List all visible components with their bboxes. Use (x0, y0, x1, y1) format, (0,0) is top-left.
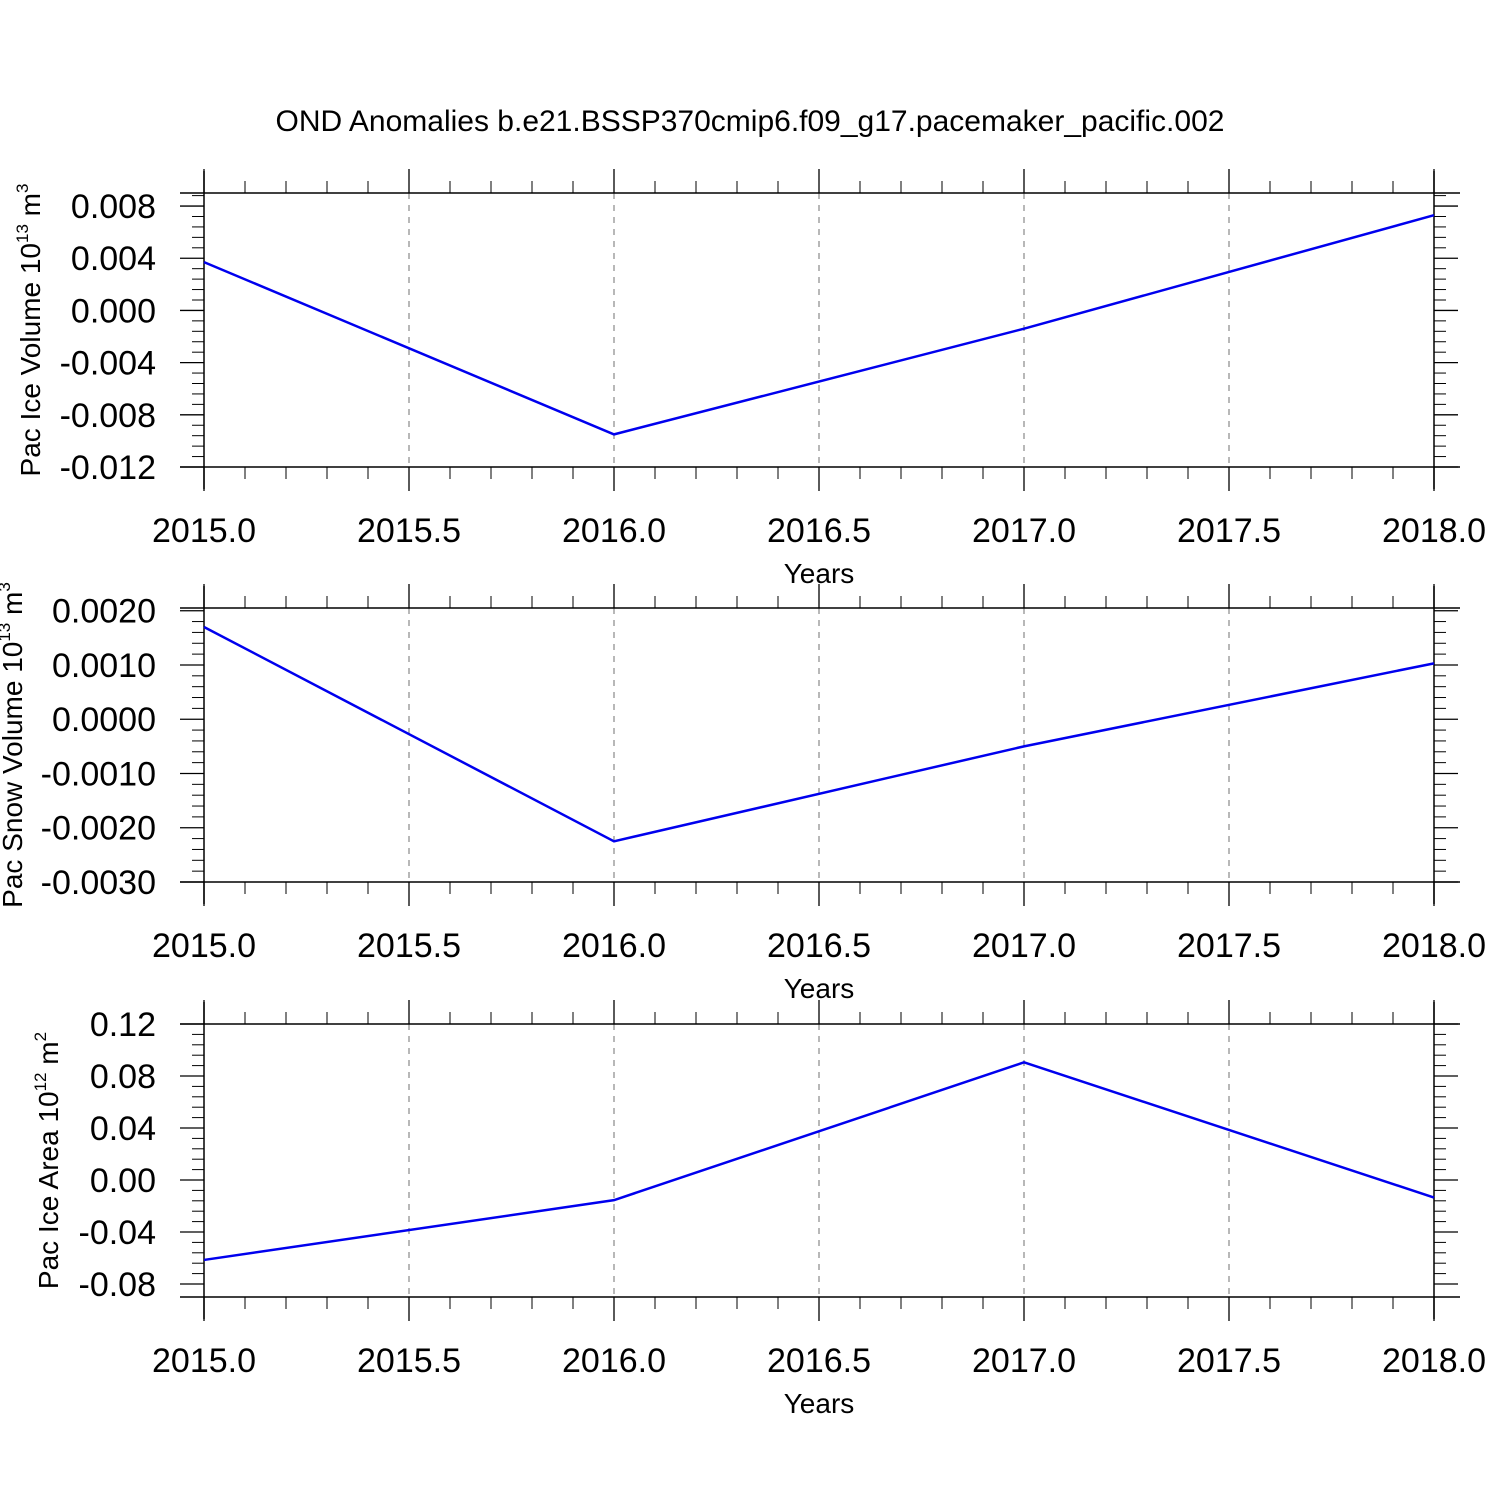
y-tick-label: 0.0020 (52, 593, 156, 631)
x-tick-label: 2015.5 (357, 512, 461, 550)
x-tick-label: 2016.5 (767, 1342, 871, 1380)
y-tick-label: 0.0000 (52, 701, 156, 739)
y-axis-label-text: Pac Snow Volume 10 (0, 642, 28, 908)
x-tick-label: 2016.0 (562, 927, 666, 965)
x-tick-label: 2015.5 (357, 927, 461, 965)
x-tick-label: 2018.0 (1382, 927, 1486, 965)
x-tick-label: 2016.0 (562, 512, 666, 550)
y-tick-label: -0.08 (79, 1266, 157, 1304)
x-tick-label: 2017.5 (1177, 1342, 1281, 1380)
x-tick-label: 2015.0 (152, 927, 256, 965)
x-axis-label: Years (784, 1388, 855, 1419)
x-tick-label: 2017.0 (972, 512, 1076, 550)
y-tick-label: -0.004 (60, 345, 156, 383)
y-axis-label-unit-exponent: 3 (0, 582, 14, 591)
x-tick-label: 2016.0 (562, 1342, 666, 1380)
y-tick-label: 0.04 (90, 1110, 156, 1148)
x-tick-label: 2015.5 (357, 1342, 461, 1380)
y-axis-label-exponent: 13 (13, 224, 32, 243)
y-tick-label: -0.0030 (41, 864, 156, 902)
y-tick-label: 0.004 (71, 240, 156, 278)
y-tick-label: -0.012 (60, 449, 156, 487)
y-axis-label-unit-exponent: 2 (31, 1032, 50, 1041)
y-tick-label: -0.0010 (41, 755, 156, 793)
y-axis-label-unit-exponent: 3 (13, 184, 32, 193)
x-tick-label: 2017.0 (972, 1342, 1076, 1380)
y-axis-label-unit: m (0, 592, 28, 623)
y-tick-label: 0.00 (90, 1162, 156, 1200)
y-tick-label: 0.08 (90, 1058, 156, 1096)
chart-panel-3: 0.12 0.08 0.04 0.00 -0.04 -0.08 2015.0 2015.5 20… (31, 1000, 1486, 1419)
y-tick-label: 0.12 (90, 1006, 156, 1044)
chart-panel-2: 0.0020 0.0010 0.0000 -0.0010 -0.0020 -0.0030 2… (0, 582, 1486, 1004)
figure-title: OND Anomalies b.e21.BSSP370cmip6.f09_g17… (276, 105, 1225, 138)
series-line (203, 625, 1435, 843)
y-axis-label-text: Pac Ice Area 10 (33, 1091, 64, 1289)
y-tick-label: -0.0020 (41, 810, 156, 848)
y-axis-label-exponent: 13 (0, 623, 14, 642)
x-tick-label: 2015.0 (152, 1342, 256, 1380)
y-tick-label: -0.04 (79, 1214, 157, 1252)
y-axis-label: Pac Ice Area 1012 m2 (31, 1032, 64, 1289)
x-tick-label: 2016.5 (767, 512, 871, 550)
series-line (203, 213, 1435, 436)
x-axis-label: Years (784, 558, 855, 589)
y-tick-label: 0.008 (71, 188, 156, 226)
series-line (203, 1061, 1435, 1262)
y-axis-label: Pac Snow Volume 1013 m3 (0, 582, 28, 908)
y-tick-label: 0.0010 (52, 647, 156, 685)
y-tick-label: -0.008 (60, 397, 156, 435)
chart-panel-1: 0.008 0.004 0.000 -0.004 -0.008 -0.012 2015.0 2… (13, 169, 1486, 589)
x-tick-label: 2017.5 (1177, 927, 1281, 965)
y-tick-label: 0.000 (71, 292, 156, 330)
y-axis-label: Pac Ice Volume 1013 m3 (13, 184, 46, 477)
y-axis-label-text: Pac Ice Volume 10 (15, 243, 46, 476)
y-axis-label-unit: m (33, 1041, 64, 1072)
x-axis-label: Years (784, 973, 855, 1004)
x-tick-label: 2017.5 (1177, 512, 1281, 550)
x-tick-label: 2018.0 (1382, 1342, 1486, 1380)
y-axis-label-unit: m (15, 193, 46, 224)
x-tick-label: 2018.0 (1382, 512, 1486, 550)
x-tick-label: 2016.5 (767, 927, 871, 965)
x-tick-label: 2015.0 (152, 512, 256, 550)
y-axis-label-exponent: 12 (31, 1072, 50, 1091)
x-tick-label: 2017.0 (972, 927, 1076, 965)
